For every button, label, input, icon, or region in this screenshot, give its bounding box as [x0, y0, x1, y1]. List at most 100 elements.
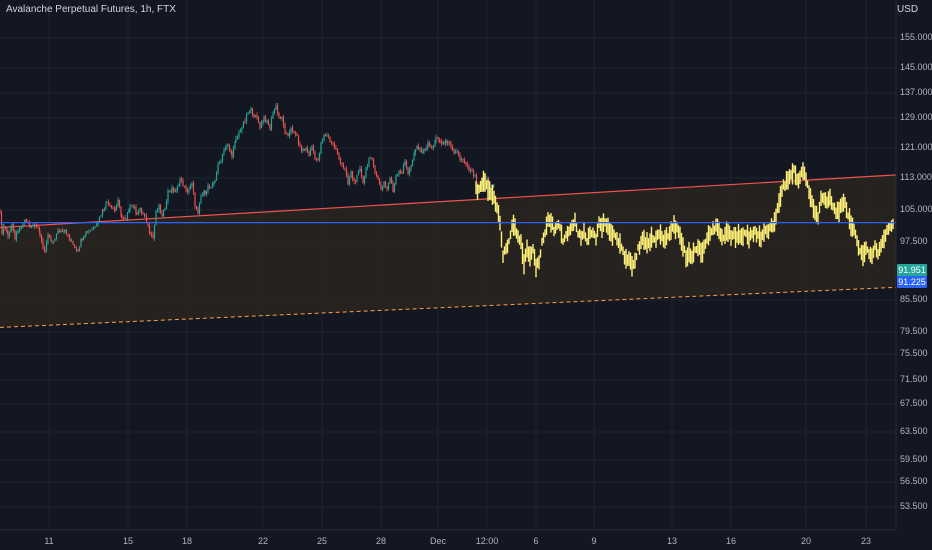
- candle-body: [389, 177, 391, 184]
- candle-body: [279, 116, 282, 119]
- candle-body: [254, 115, 257, 118]
- candle-body: [381, 186, 384, 190]
- candle-body: [245, 114, 248, 122]
- candle-body: [48, 234, 51, 237]
- candle-body: [6, 229, 8, 232]
- candle-body: [408, 169, 411, 174]
- candle-body: [401, 172, 403, 174]
- candle-body: [375, 172, 378, 177]
- candle-body: [347, 175, 349, 185]
- candle-body: [306, 147, 309, 152]
- candle-body: [152, 234, 154, 238]
- candle-body: [175, 190, 177, 192]
- candle-body: [241, 126, 243, 131]
- channel-fill: [0, 174, 896, 328]
- candle-body: [297, 135, 300, 144]
- candle-body: [430, 146, 432, 148]
- trendlines: [0, 174, 897, 328]
- candle-body: [14, 230, 16, 240]
- candle-body: [74, 247, 76, 249]
- candle-body: [178, 184, 180, 186]
- candle-body: [238, 131, 240, 137]
- candle-body: [45, 241, 48, 251]
- last-price-tag: 91.951: [897, 264, 927, 276]
- x-tick-label: 23: [860, 536, 872, 546]
- candle-body: [50, 236, 52, 241]
- candle-body: [113, 208, 116, 210]
- highlighted-bars: [475, 162, 894, 278]
- candle-body: [171, 187, 173, 192]
- candle-body: [398, 170, 400, 175]
- candle-body: [51, 240, 53, 242]
- candle-body: [431, 147, 433, 148]
- candle-body: [133, 206, 136, 209]
- candle-body: [368, 158, 370, 166]
- candle-body: [217, 163, 219, 174]
- candle-body: [315, 158, 318, 160]
- candle-body: [143, 214, 146, 216]
- candle-body: [475, 175, 478, 184]
- candle-body: [232, 148, 235, 158]
- lower-trendline[interactable]: [0, 286, 897, 328]
- candle-body: [156, 210, 159, 211]
- candle-body: [443, 143, 445, 145]
- candle-body: [447, 141, 449, 144]
- x-tick-label: 25: [316, 536, 328, 546]
- candle-body: [35, 224, 38, 228]
- candle-body: [167, 190, 169, 202]
- candle-body: [493, 185, 495, 187]
- candle-body: [360, 168, 363, 177]
- currency-label[interactable]: USD: [897, 4, 919, 15]
- candle-body: [95, 224, 98, 227]
- candle-body: [448, 141, 451, 143]
- candle-body: [91, 229, 93, 231]
- candle-body: [250, 108, 252, 111]
- candle-body: [318, 153, 321, 160]
- chart-title[interactable]: Avalanche Perpetual Futures, 1h, FTX: [6, 4, 176, 15]
- candle-body: [150, 233, 153, 235]
- candle-body: [472, 170, 475, 176]
- candle-body: [462, 159, 464, 161]
- candle-body: [7, 231, 9, 237]
- candle-body: [139, 207, 141, 211]
- x-tick-label: Dec: [429, 536, 447, 546]
- candle-body: [439, 141, 441, 143]
- candle-body: [55, 233, 58, 239]
- candle-body: [423, 148, 425, 152]
- candle-body: [226, 145, 228, 148]
- candle-body: [267, 120, 270, 125]
- candle-body: [414, 149, 417, 153]
- upper-trendline[interactable]: [0, 174, 897, 229]
- candle-body: [463, 160, 466, 163]
- candle-body: [362, 176, 364, 184]
- candle-body: [309, 149, 312, 156]
- candle-body: [106, 202, 108, 203]
- candle-body: [115, 205, 118, 211]
- candle-body: [384, 181, 387, 187]
- candle-body: [459, 154, 461, 160]
- candle-body: [444, 140, 447, 144]
- candle-body: [465, 162, 467, 165]
- candle-body: [357, 171, 360, 175]
- candle-body: [416, 146, 418, 150]
- candle-body: [303, 148, 306, 151]
- x-tick-label: 11: [44, 536, 54, 546]
- candle-body: [77, 249, 79, 252]
- candle-body: [287, 133, 289, 137]
- y-tick-label: 137.000: [900, 87, 932, 97]
- candle-body: [393, 184, 396, 192]
- candle-body: [424, 148, 427, 150]
- candle-body: [317, 159, 319, 160]
- candle-body: [422, 151, 424, 153]
- candle-body: [305, 147, 307, 151]
- candle-body: [15, 232, 18, 240]
- candle-body: [2, 227, 5, 234]
- candle-body: [308, 151, 310, 156]
- candle-body: [210, 187, 212, 189]
- candle-body: [321, 139, 324, 143]
- candle-body: [80, 239, 82, 248]
- candle-body: [208, 185, 211, 188]
- candle-body: [194, 192, 196, 207]
- candle-body: [137, 210, 140, 214]
